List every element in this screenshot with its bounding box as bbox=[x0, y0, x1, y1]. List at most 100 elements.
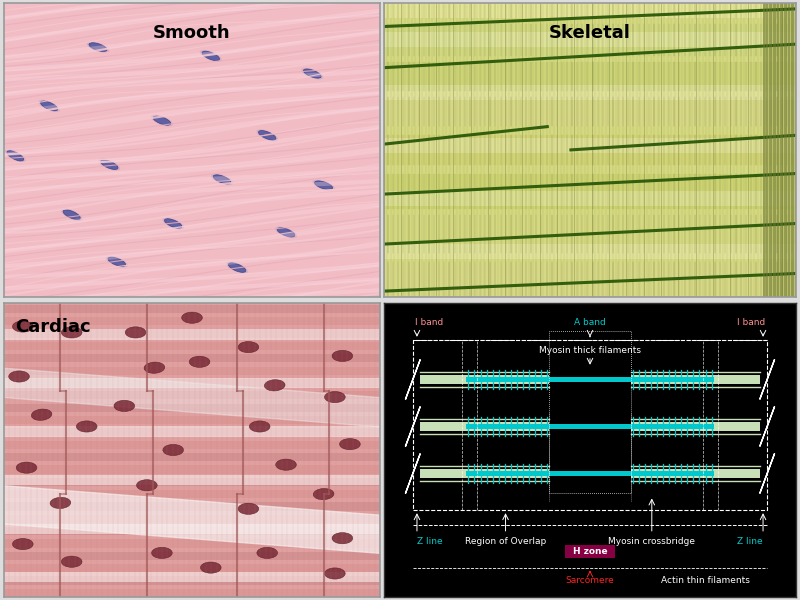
Ellipse shape bbox=[76, 421, 97, 432]
Ellipse shape bbox=[151, 547, 172, 559]
Bar bbox=[384, 138, 796, 153]
Ellipse shape bbox=[38, 100, 60, 112]
Bar bbox=[566, 545, 614, 558]
Ellipse shape bbox=[214, 175, 231, 184]
Ellipse shape bbox=[200, 50, 222, 62]
Text: Region of Overlap: Region of Overlap bbox=[465, 536, 546, 545]
Ellipse shape bbox=[325, 391, 346, 403]
Text: Z line: Z line bbox=[738, 536, 763, 545]
Text: Z line: Z line bbox=[417, 536, 442, 545]
Text: A band: A band bbox=[574, 317, 606, 326]
Bar bbox=[4, 416, 380, 424]
Bar bbox=[384, 215, 796, 253]
Bar bbox=[631, 422, 760, 431]
Bar bbox=[420, 422, 549, 431]
Ellipse shape bbox=[312, 180, 335, 191]
Bar bbox=[4, 329, 380, 340]
Polygon shape bbox=[406, 359, 420, 400]
Bar bbox=[384, 3, 796, 17]
Bar bbox=[384, 262, 796, 297]
Bar bbox=[4, 490, 380, 498]
Ellipse shape bbox=[339, 439, 360, 450]
Bar bbox=[384, 173, 796, 209]
Ellipse shape bbox=[63, 210, 80, 220]
Ellipse shape bbox=[126, 327, 146, 338]
Bar bbox=[384, 62, 796, 91]
Ellipse shape bbox=[201, 562, 221, 573]
Bar bbox=[4, 317, 380, 325]
Bar bbox=[4, 329, 380, 338]
Bar bbox=[4, 539, 380, 548]
Ellipse shape bbox=[62, 556, 82, 568]
Ellipse shape bbox=[256, 130, 278, 141]
Bar bbox=[631, 469, 760, 478]
Ellipse shape bbox=[258, 131, 276, 140]
Ellipse shape bbox=[277, 228, 295, 237]
Ellipse shape bbox=[165, 219, 182, 228]
Bar bbox=[4, 453, 380, 461]
Ellipse shape bbox=[16, 462, 37, 473]
Bar bbox=[4, 342, 380, 350]
Bar bbox=[549, 331, 631, 493]
Bar bbox=[4, 527, 380, 535]
Bar bbox=[466, 424, 714, 430]
Bar bbox=[384, 23, 796, 56]
Bar bbox=[420, 469, 549, 478]
Polygon shape bbox=[760, 359, 774, 400]
Bar bbox=[413, 340, 767, 510]
Ellipse shape bbox=[202, 51, 219, 61]
Ellipse shape bbox=[7, 151, 24, 161]
Bar bbox=[4, 427, 380, 437]
Text: Smooth: Smooth bbox=[153, 23, 231, 41]
Ellipse shape bbox=[114, 400, 134, 412]
Bar bbox=[4, 354, 380, 362]
Bar bbox=[466, 377, 714, 382]
Ellipse shape bbox=[257, 547, 278, 559]
Ellipse shape bbox=[106, 256, 128, 268]
Ellipse shape bbox=[332, 533, 353, 544]
Ellipse shape bbox=[31, 409, 52, 421]
Bar bbox=[4, 440, 380, 449]
Bar bbox=[420, 375, 549, 384]
Text: H zone: H zone bbox=[573, 547, 607, 556]
Ellipse shape bbox=[13, 538, 33, 550]
Ellipse shape bbox=[50, 497, 70, 509]
Bar bbox=[4, 465, 380, 473]
Text: I band: I band bbox=[737, 317, 765, 326]
Bar bbox=[4, 391, 380, 400]
Polygon shape bbox=[406, 454, 420, 494]
Ellipse shape bbox=[162, 218, 184, 229]
Bar bbox=[4, 367, 380, 375]
Ellipse shape bbox=[13, 321, 33, 332]
Ellipse shape bbox=[275, 227, 297, 238]
Bar bbox=[4, 379, 380, 387]
Bar bbox=[4, 515, 380, 523]
Bar bbox=[384, 191, 796, 206]
Ellipse shape bbox=[144, 362, 165, 373]
Ellipse shape bbox=[265, 380, 285, 391]
Ellipse shape bbox=[98, 159, 120, 170]
Ellipse shape bbox=[182, 312, 202, 323]
Ellipse shape bbox=[238, 341, 258, 353]
Bar bbox=[4, 564, 380, 572]
Bar bbox=[631, 375, 760, 384]
Bar bbox=[4, 475, 380, 485]
Ellipse shape bbox=[302, 68, 323, 79]
Text: I band: I band bbox=[415, 317, 443, 326]
Ellipse shape bbox=[163, 445, 183, 455]
Ellipse shape bbox=[89, 43, 107, 52]
Text: Myosin crossbridge: Myosin crossbridge bbox=[608, 536, 695, 545]
Text: Actin thin filaments: Actin thin filaments bbox=[661, 577, 750, 586]
Ellipse shape bbox=[189, 356, 210, 367]
Bar bbox=[4, 378, 380, 388]
Ellipse shape bbox=[153, 116, 170, 125]
Ellipse shape bbox=[332, 350, 353, 362]
Ellipse shape bbox=[314, 181, 333, 190]
Polygon shape bbox=[760, 406, 774, 446]
Bar bbox=[4, 552, 380, 560]
Ellipse shape bbox=[86, 41, 110, 53]
Text: Sarcomere: Sarcomere bbox=[566, 577, 614, 586]
Ellipse shape bbox=[151, 115, 173, 127]
Ellipse shape bbox=[250, 421, 270, 432]
Ellipse shape bbox=[41, 101, 58, 111]
